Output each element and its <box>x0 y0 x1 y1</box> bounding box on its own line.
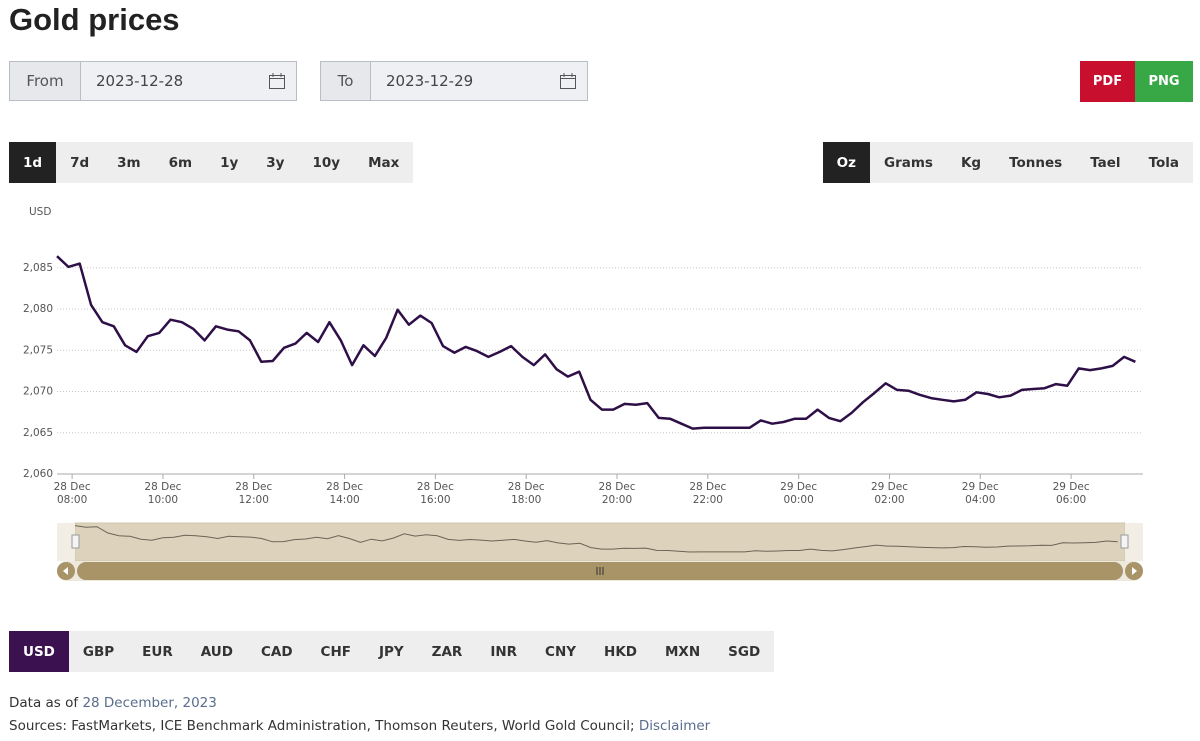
navigator-handle[interactable] <box>71 534 80 549</box>
y-axis-label: USD <box>29 206 51 218</box>
currency-button[interactable]: HKD <box>604 643 637 660</box>
arrow-right <box>1132 567 1137 575</box>
x-tick-label: 28 Dec 12:00 <box>235 481 273 506</box>
period-button[interactable]: 10y <box>312 154 341 171</box>
period-button[interactable]: 6m <box>168 154 193 171</box>
period-button[interactable]: 7d <box>70 154 90 171</box>
y-tick-label: 2,080 <box>23 303 53 315</box>
navigator-handle[interactable] <box>1120 534 1129 549</box>
currency-button[interactable]: CAD <box>260 643 293 660</box>
x-tick-label: 29 Dec 02:00 <box>870 481 908 506</box>
calendar-icon[interactable] <box>559 72 577 90</box>
y-tick-label: 2,070 <box>23 386 53 398</box>
sources-text: Sources: FastMarkets, ICE Benchmark Admi… <box>9 718 635 734</box>
x-tick-label: 28 Dec 16:00 <box>416 481 454 506</box>
disclaimer-link[interactable]: Disclaimer <box>638 718 711 734</box>
currency-button[interactable]: SGD <box>728 643 761 660</box>
as-of-date: 28 December, 2023 <box>82 695 217 711</box>
currency-button[interactable]: CNY <box>545 643 577 660</box>
y-tick-label: 2,075 <box>23 344 53 356</box>
currency-button[interactable]: ZAR <box>431 643 463 660</box>
currency-button[interactable]: JPY <box>378 643 404 660</box>
navigator-mask <box>57 523 75 561</box>
png-button[interactable]: PNG <box>1135 61 1193 102</box>
x-tick-label: 29 Dec 04:00 <box>961 481 999 506</box>
to-label: To <box>321 62 371 100</box>
price-line <box>56 255 1136 430</box>
arrow-left <box>63 567 68 575</box>
as-of-label: Data as of <box>9 695 79 711</box>
scroll-grip <box>596 567 604 575</box>
period-button[interactable]: 1y <box>220 154 239 171</box>
page-title: Gold prices <box>9 2 180 37</box>
navigator-line <box>74 525 1118 553</box>
period-button[interactable]: 3m <box>117 154 141 171</box>
currency-bar: USD GBP EUR AUD CAD CHF JPY ZAR INR CNY HKD MXN SGD <box>9 631 775 672</box>
x-tick-label: 28 Dec 08:00 <box>53 481 91 506</box>
x-tick-label: 28 Dec 20:00 <box>598 481 636 506</box>
navigator-mask <box>1125 523 1143 561</box>
y-tick-label: 2,085 <box>23 262 53 274</box>
chart: USD 2,060 2,065 2,070 2,075 2,080 2,085 <box>23 206 1143 581</box>
unit-button[interactable]: Grams <box>884 154 933 171</box>
currency-button[interactable]: CHF <box>320 643 351 660</box>
y-tick-label: 2,065 <box>23 427 53 439</box>
unit-button[interactable]: Kg <box>960 154 982 171</box>
currency-button[interactable]: USD <box>9 631 69 672</box>
x-tick-label: 28 Dec 18:00 <box>507 481 545 506</box>
from-date[interactable]: From 2023-12-28 <box>9 61 297 101</box>
currency-button[interactable]: AUD <box>200 643 233 660</box>
to-value[interactable]: 2023-12-29 <box>371 62 587 100</box>
y-tick-label: 2,060 <box>23 468 53 480</box>
sources: Sources: FastMarkets, ICE Benchmark Admi… <box>9 718 710 734</box>
as-of: Data as of 28 December, 2023 <box>9 695 217 711</box>
unit-button[interactable]: Tola <box>1148 154 1179 171</box>
x-tick-label: 29 Dec 06:00 <box>1052 481 1090 506</box>
period-button[interactable]: 3y <box>266 154 285 171</box>
x-tick-label: 29 Dec 00:00 <box>780 481 818 506</box>
unit-button[interactable]: Oz <box>822 142 870 183</box>
unit-button[interactable]: Tael <box>1090 154 1121 171</box>
navigator-bg <box>74 522 1126 562</box>
from-value[interactable]: 2023-12-28 <box>81 62 296 100</box>
from-label: From <box>10 62 81 100</box>
period-bar: 1d 7d 3m 6m 1y 3y 10y Max <box>9 142 414 183</box>
currency-button[interactable]: INR <box>490 643 518 660</box>
x-tick-label: 28 Dec 14:00 <box>326 481 364 506</box>
period-button[interactable]: 1d <box>9 142 57 183</box>
to-date[interactable]: To 2023-12-29 <box>320 61 588 101</box>
x-tick-label: 28 Dec 22:00 <box>689 481 727 506</box>
x-tick-label: 28 Dec 10:00 <box>144 481 182 506</box>
to-text: 2023-12-29 <box>386 72 474 90</box>
from-text: 2023-12-28 <box>96 72 184 90</box>
period-button[interactable]: Max <box>368 154 400 171</box>
unit-bar: Oz Grams Kg Tonnes Tael Tola <box>822 142 1193 183</box>
calendar-icon[interactable] <box>268 72 286 90</box>
pdf-button[interactable]: PDF <box>1080 61 1135 102</box>
currency-button[interactable]: MXN <box>664 643 701 660</box>
currency-button[interactable]: EUR <box>142 643 173 660</box>
unit-button[interactable]: Tonnes <box>1009 154 1063 171</box>
currency-button[interactable]: GBP <box>82 643 115 660</box>
